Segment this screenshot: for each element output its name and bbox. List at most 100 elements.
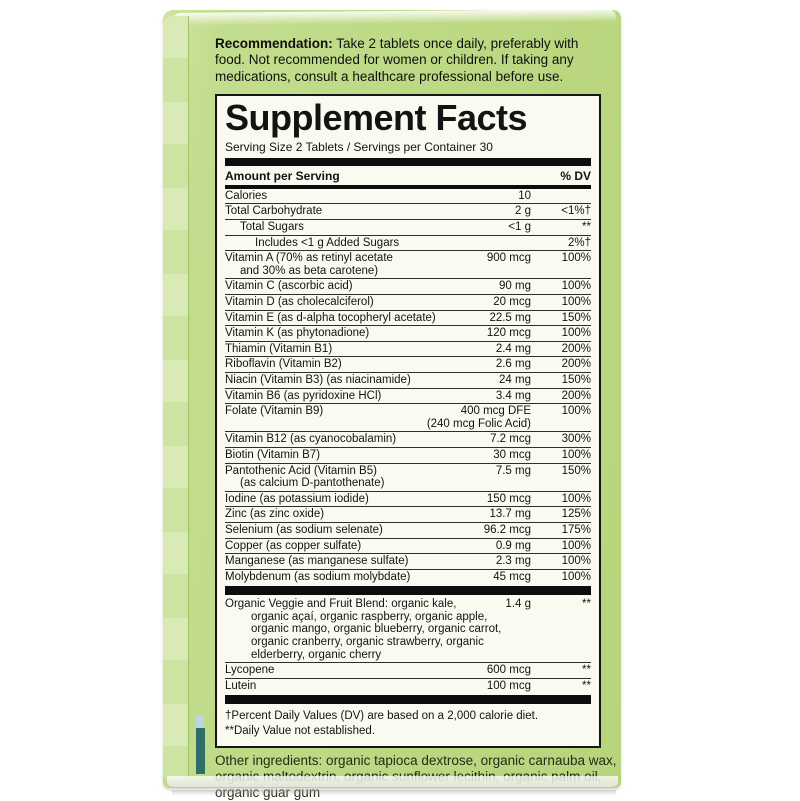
row-label: Vitamin E (as d-alpha tocopheryl acetate… [225,311,436,324]
divider-thin [225,371,591,373]
row-amount: 24 mg [499,373,531,386]
row-amount: 7.5 mg [495,464,531,477]
row-dv: 100% [561,280,591,293]
row-dv: 100% [561,252,591,265]
divider-thin [225,431,591,433]
divider-thin [225,662,591,664]
row-amount: 96.2 mcg [483,523,531,536]
row-label: Vitamin K (as phytonadione) [225,327,370,340]
table-row: Vitamin K (as phytonadione) 120 mcg 100% [225,326,591,341]
table-row: Total Sugars <1 g ** [225,220,591,235]
row-label: Vitamin B6 (as pyridoxine HCl) [225,389,382,402]
row-dv: 100% [561,539,591,552]
row-amount: 3.4 mg [495,389,531,402]
row-label: Vitamin B12 (as cyanocobalamin) [225,433,397,446]
row-label: Biotin (Vitamin B7) [225,448,321,461]
divider-thin [225,462,591,464]
row-label: Total Carbohydrate [225,205,323,218]
row-dv: 100% [561,570,591,583]
table-row: Selenium (as sodium selenate) 96.2 mcg 175… [225,523,591,538]
divider-thin [225,294,591,295]
amount-per-serving-label: Amount per Serving [225,168,340,183]
box-edge-teal-sliver [196,728,205,774]
row-label: Vitamin D (as cholecalciferol) [225,296,374,308]
divider-thin [225,387,591,389]
supplement-facts-panel: Supplement Facts Serving Size 2 Tablets … [215,94,601,749]
row-amount: 0.9 mg [495,539,531,552]
table-row: Pantothenic Acid (Vitamin B5) (as calcium… [225,464,591,491]
box-shadow [172,790,616,796]
box-edge-blue-sliver [196,716,204,728]
row-label: Lycopene [225,664,275,677]
row-label: Pantothenic Acid (Vitamin B5) (as calcium… [225,464,385,490]
divider-thin [225,403,591,405]
table-row: Vitamin A (70% as retinyl acetate and 30%… [225,251,591,278]
divider-thin [225,568,591,570]
row-dv: 300% [561,433,591,446]
row-amount: 2.3 mg [495,555,531,568]
row-amount: 13.7 mg [489,508,531,521]
row-amount: 100 mcg [486,679,531,692]
row-amount: 30 mcg [493,448,531,461]
row-dv: 150% [561,311,591,324]
divider-thin [225,553,591,555]
row-label: Manganese (as manganese sulfate) [225,555,409,568]
row-dv: 175% [561,523,591,536]
footnotes: †Percent Daily Values (DV) are based on … [225,706,591,739]
row-dv: <1%† [561,205,591,218]
divider-thin [225,677,591,679]
table-row: Organic Veggie and Fruit Blend: organic … [225,597,591,662]
divider-thin [225,446,591,448]
table-row: Lutein 100 mcg ** [225,679,591,694]
table-row: Calories 10 [225,189,591,204]
table-row: Folate (Vitamin B9) 400 mcg DFE (240 mcg F… [225,404,591,431]
row-amount: 7.2 mcg [490,433,531,446]
row-label: Riboflavin (Vitamin B2) [225,358,342,371]
table-row: Includes <1 g Added Sugars 2%† [225,236,591,251]
row-dv: 2%† [567,236,591,249]
row-label: Niacin (Vitamin B3) (as niacinamide) [225,373,411,386]
divider-thin [225,537,591,539]
table-row: Niacin (Vitamin B3) (as niacinamide) 24 m… [225,373,591,388]
divider-medium [225,184,591,189]
row-amount: 120 mcg [486,327,531,340]
table-row: Thiamin (Vitamin B1) 2.4 mg 200% [225,342,591,357]
row-label: Thiamin (Vitamin B1) [225,342,333,355]
row-dv: 100% [561,296,591,308]
row-amount: 90 mg [499,280,531,293]
row-amount: 20 mcg [493,296,531,308]
row-dv: ** [582,221,591,234]
divider-thin [225,250,591,252]
row-amount: <1 g [508,221,531,234]
row-amount: 45 mcg [493,570,531,583]
divider-thin [225,490,591,492]
table-row: Vitamin D (as cholecalciferol) 20 mcg 100% [225,295,591,310]
recommendation-text: Recommendation: Take 2 tablets once dail… [215,36,607,85]
box-bottom-edge [167,776,618,788]
row-dv: ** [582,664,591,677]
box-folded-edge [163,16,189,780]
divider-thick [225,586,591,596]
row-label: Vitamin A (70% as retinyl acetate and 30%… [225,252,393,277]
percent-dv-label: % DV [560,168,591,183]
table-row: Manganese (as manganese sulfate) 2.3 mg 10… [225,554,591,569]
panel-title: Supplement Facts [225,97,528,139]
row-amount: 2 g [515,205,531,218]
divider-thin [225,521,591,523]
divider-thin [225,234,591,236]
divider-thin [225,325,591,327]
row-dv: 125% [561,508,591,521]
table-row: Vitamin C (ascorbic acid) 90 mg 100% [225,279,591,294]
divider-thin [225,506,591,508]
recommendation-body: Take 2 tablets once daily, preferably wi… [215,36,579,84]
row-dv: 150% [561,464,591,477]
row-amount: 10 [518,189,531,202]
divider-thin [225,203,591,205]
serving-size-line: Serving Size 2 Tablets / Servings per Co… [225,139,493,154]
row-amount: 150 mcg [486,492,531,505]
table-row: Vitamin B6 (as pyridoxine HCl) 3.4 mg 200% [225,389,591,404]
footnote-not-established: **Daily Value not established. [225,725,376,738]
row-label: Vitamin C (ascorbic acid) [225,280,353,293]
row-label: Copper (as copper sulfate) [225,539,362,552]
row-amount: 22.5 mg [489,311,531,324]
